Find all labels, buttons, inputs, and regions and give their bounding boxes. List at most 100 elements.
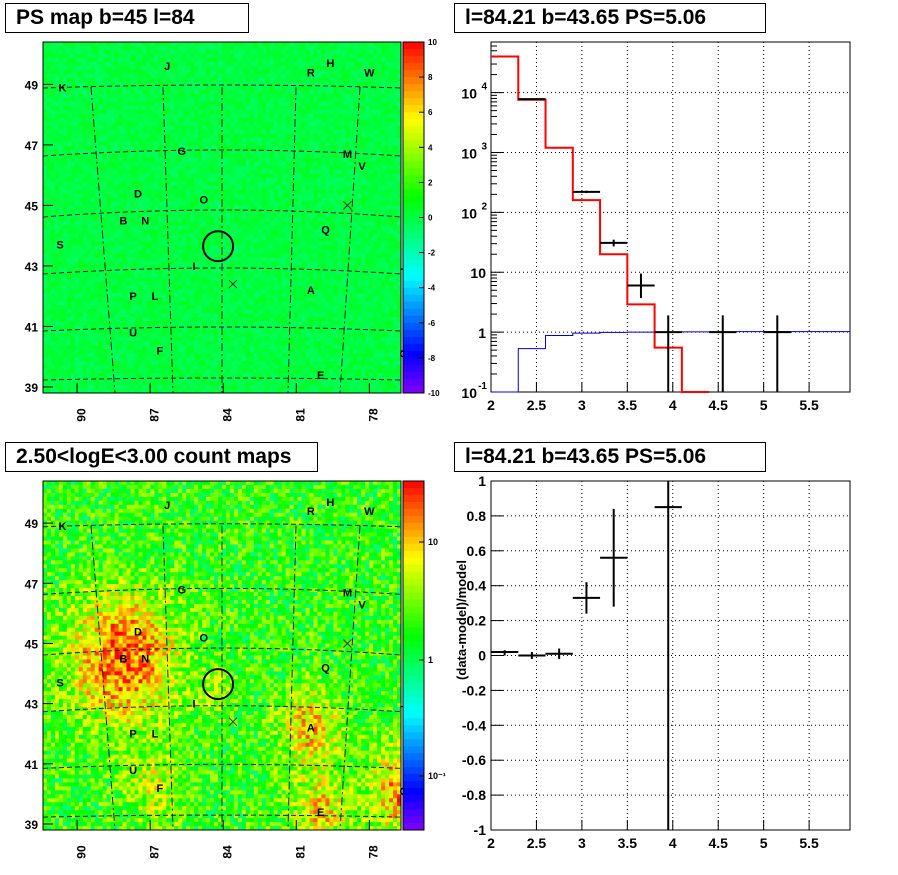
y-tick-label: 45	[25, 199, 39, 213]
source-label-M: M	[343, 149, 352, 161]
grid-latitude-line	[42, 763, 402, 769]
source-cross-marker	[343, 639, 352, 648]
source-label-L: L	[152, 291, 159, 303]
colorbar-tick-label: 10	[428, 38, 437, 47]
y-tick-label: 39	[25, 818, 39, 832]
y-tick-label: 47	[25, 577, 39, 591]
x-tick-label: 90	[74, 408, 88, 422]
y-tick-label: 49	[25, 517, 39, 531]
source-label-Q: Q	[321, 663, 330, 675]
x-tick-label: 4	[669, 397, 677, 413]
source-label-J: J	[164, 61, 170, 73]
grid-latitude-line	[42, 647, 402, 656]
source-label-A: A	[307, 723, 315, 735]
y-tick-label: 10	[461, 145, 477, 161]
source-label-P: P	[129, 729, 136, 741]
source-label-E: E	[317, 370, 324, 382]
colorbar-tick-label: 8	[428, 73, 433, 82]
grid-longitude-line	[339, 525, 361, 831]
colorbar-tick-label: -4	[428, 284, 436, 293]
source-label-I: I	[192, 261, 195, 273]
x-tick-label: 78	[367, 845, 381, 859]
grid-longitude-line	[162, 86, 174, 394]
source-cross-marker	[228, 279, 238, 289]
source-label-S: S	[56, 240, 63, 252]
source-label-P: P	[129, 291, 136, 303]
y-tick-label: 43	[25, 260, 39, 274]
y-tick-label: 0	[478, 648, 486, 664]
source-label-K: K	[59, 521, 67, 533]
x-tick-label: 78	[367, 408, 381, 422]
source-label-U: U	[129, 327, 137, 339]
y-tick-label: 0.4	[467, 578, 487, 594]
colorbar-tick-label: -6	[428, 319, 436, 328]
sky-map-0	[42, 41, 402, 394]
source-label-N: N	[141, 654, 149, 666]
x-tick-label: 81	[293, 408, 307, 422]
source-label-O: O	[199, 194, 208, 206]
x-tick-label: 4.5	[708, 835, 728, 851]
x-tick-label: 87	[147, 845, 161, 859]
y-tick-label: 10	[461, 86, 477, 102]
x-tick-label: 90	[74, 845, 88, 859]
colorbar-tick-label: -10	[428, 389, 440, 398]
colorbar-tick-label: 1	[428, 655, 433, 665]
model-total-step-line	[491, 55, 710, 393]
x-tick-label: 2.5	[527, 835, 547, 851]
source-label-B: B	[119, 654, 127, 666]
source-label-G: G	[178, 584, 187, 596]
grid-longitude-line	[339, 86, 361, 394]
source-label-W: W	[364, 506, 375, 518]
y-tick-label: 10	[470, 265, 486, 281]
y-tick-label: 0.6	[467, 543, 487, 559]
source-label-R: R	[307, 67, 315, 79]
colorbar-tick-label: -8	[428, 354, 436, 363]
source-label-M: M	[343, 587, 352, 599]
source-label-A: A	[307, 285, 315, 297]
source-label-S: S	[56, 678, 63, 690]
model-ps-step-line	[491, 331, 850, 393]
residual-title: l=84.21 b=43.65 PS=5.06	[454, 442, 766, 472]
y-tick-exponent: -1	[478, 381, 487, 392]
x-tick-label: 5	[760, 397, 768, 413]
colorbar-frame	[402, 480, 425, 831]
x-tick-label: 2	[487, 397, 495, 413]
count-map-title: 2.50<logE<3.00 count maps	[5, 442, 318, 472]
source-label-D: D	[134, 626, 142, 638]
y-tick-exponent: 3	[481, 141, 487, 152]
x-tick-label: 87	[147, 408, 161, 422]
source-label-R: R	[307, 506, 315, 518]
x-tick-label: 3.5	[618, 397, 638, 413]
grid-latitude-line	[42, 149, 402, 157]
x-tick-label: 3	[578, 397, 586, 413]
y-tick-label: -1	[474, 822, 487, 838]
grid-longitude-line	[90, 525, 116, 831]
x-tick-label: 2.5	[527, 397, 547, 413]
x-tick-label: 5.5	[799, 835, 819, 851]
colorbar-tick-label: 4	[428, 143, 433, 152]
grid-longitude-line	[90, 86, 116, 394]
source-label-V: V	[358, 161, 366, 173]
source-label-D: D	[134, 188, 142, 200]
x-tick-label: 84	[220, 845, 234, 859]
y-tick-label: -0.2	[462, 682, 486, 698]
colorbar-tick-label: 0	[428, 214, 433, 223]
y-tick-label: 39	[25, 381, 39, 395]
residual-plot	[490, 480, 851, 831]
x-tick-label: 4	[669, 835, 677, 851]
x-tick-label: 81	[293, 845, 307, 859]
source-label-Q: Q	[321, 225, 330, 237]
y-tick-label: 10	[461, 385, 477, 401]
source-label-E: E	[317, 807, 324, 819]
source-label-O: O	[199, 632, 208, 644]
source-label-L: L	[152, 729, 159, 741]
source-label-J: J	[164, 500, 170, 512]
y-tick-label: -0.6	[462, 752, 486, 768]
colorbar-tick-label: -2	[428, 249, 436, 258]
x-tick-label: 3.5	[618, 835, 638, 851]
source-label-H: H	[326, 58, 334, 70]
sky-map-2	[42, 480, 402, 831]
y-tick-label: -0.8	[462, 787, 486, 803]
spectrum-plot	[490, 41, 851, 393]
